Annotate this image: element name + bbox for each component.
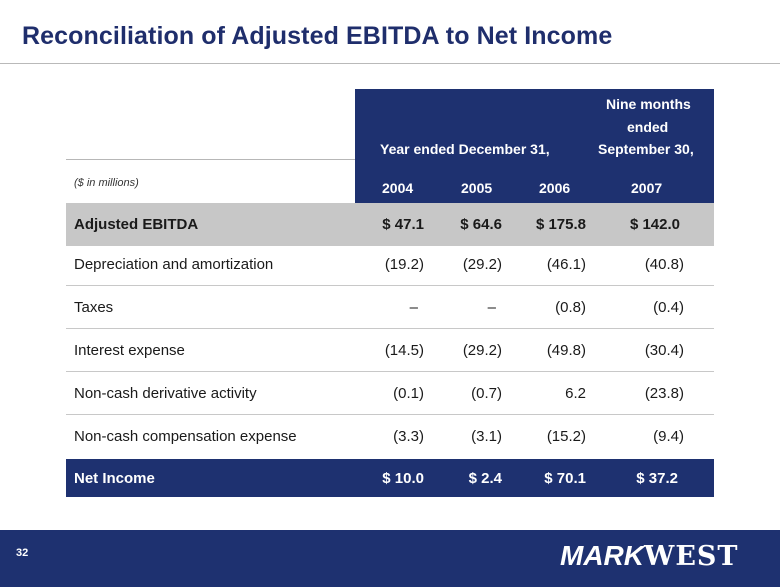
table-row: Interest expense (14.5) (29.2) (49.8) (3…	[66, 329, 714, 372]
cell-2004: (19.2)	[384, 256, 424, 273]
footer-bar	[0, 530, 780, 587]
year-ended-label: Year ended December 31,	[380, 141, 550, 157]
table-header-block	[355, 89, 714, 203]
cell-2004: $ 47.1	[382, 216, 424, 233]
cell-2004: (0.1)	[393, 385, 424, 402]
cell-2005: (29.2)	[462, 256, 502, 273]
table-row: Non-cash compensation expense (3.3) (3.1…	[66, 415, 714, 458]
row-label: Non-cash compensation expense	[74, 428, 297, 445]
cell-2005: (29.2)	[462, 342, 502, 359]
cell-2007: $ 142.0	[629, 216, 680, 233]
row-label: Taxes	[74, 299, 114, 316]
slide-title: Reconciliation of Adjusted EBITDA to Net…	[22, 22, 613, 50]
logo-mark-text: MARK	[560, 540, 644, 571]
row-label: Interest expense	[74, 342, 185, 359]
cell-2007: (30.4)	[644, 342, 684, 359]
table-row: Non-cash derivative activity (0.1) (0.7)…	[66, 372, 714, 415]
cell-2004: (3.3)	[393, 428, 424, 445]
cell-2005: (0.7)	[471, 385, 502, 402]
cell-2005: (3.1)	[471, 428, 502, 445]
table-row: Depreciation and amortization (19.2) (29…	[66, 243, 714, 286]
cell-2006: (46.1)	[546, 256, 586, 273]
col-header-2004: 2004	[382, 180, 414, 196]
cell-2007: (23.8)	[644, 385, 684, 402]
cell-2004: –	[409, 299, 418, 316]
cell-2006: (15.2)	[546, 428, 586, 445]
cell-2006: $ 175.8	[535, 216, 586, 233]
cell-2006: (49.8)	[546, 342, 586, 359]
cell-2004: (14.5)	[384, 342, 424, 359]
row-label: Depreciation and amortization	[74, 256, 274, 273]
nine-months-line-3: September 30,	[598, 141, 694, 157]
header-rule	[66, 159, 355, 160]
col-header-2005: 2005	[461, 180, 493, 196]
cell-2005: $ 64.6	[460, 216, 502, 233]
cell-2005: $ 2.4	[468, 469, 502, 487]
table-row: Net Income $ 10.0 $ 2.4 $ 70.1 $ 37.2	[66, 459, 714, 497]
cell-2007: (0.4)	[653, 299, 684, 316]
cell-2007: (9.4)	[653, 428, 684, 445]
logo-west-text: WEST	[644, 540, 739, 572]
cell-2006: $ 70.1	[544, 469, 586, 487]
row-label: Net Income	[74, 469, 155, 487]
nine-months-line-2: ended	[627, 119, 669, 135]
table-row: Adjusted EBITDA $ 47.1 $ 64.6 $ 175.8 $ …	[66, 203, 714, 246]
col-header-2007: 2007	[631, 180, 663, 196]
cell-2004: $ 10.0	[382, 469, 424, 487]
row-label: Adjusted EBITDA	[74, 216, 199, 233]
cell-2006: (0.8)	[555, 299, 586, 316]
units-note: ($ in millions)	[74, 177, 139, 189]
cell-2005: –	[487, 299, 496, 316]
table-row: Taxes – – (0.8) (0.4)	[66, 286, 714, 329]
title-divider	[0, 63, 780, 64]
cell-2006: 6.2	[565, 385, 586, 402]
cell-2007: (40.8)	[644, 256, 684, 273]
page-number: 32	[16, 547, 29, 559]
cell-2007: $ 37.2	[636, 469, 678, 487]
row-label: Non-cash derivative activity	[74, 385, 257, 402]
nine-months-line-1: Nine months	[606, 96, 691, 112]
markwest-logo: MARK WEST	[560, 537, 739, 575]
col-header-2006: 2006	[539, 180, 571, 196]
